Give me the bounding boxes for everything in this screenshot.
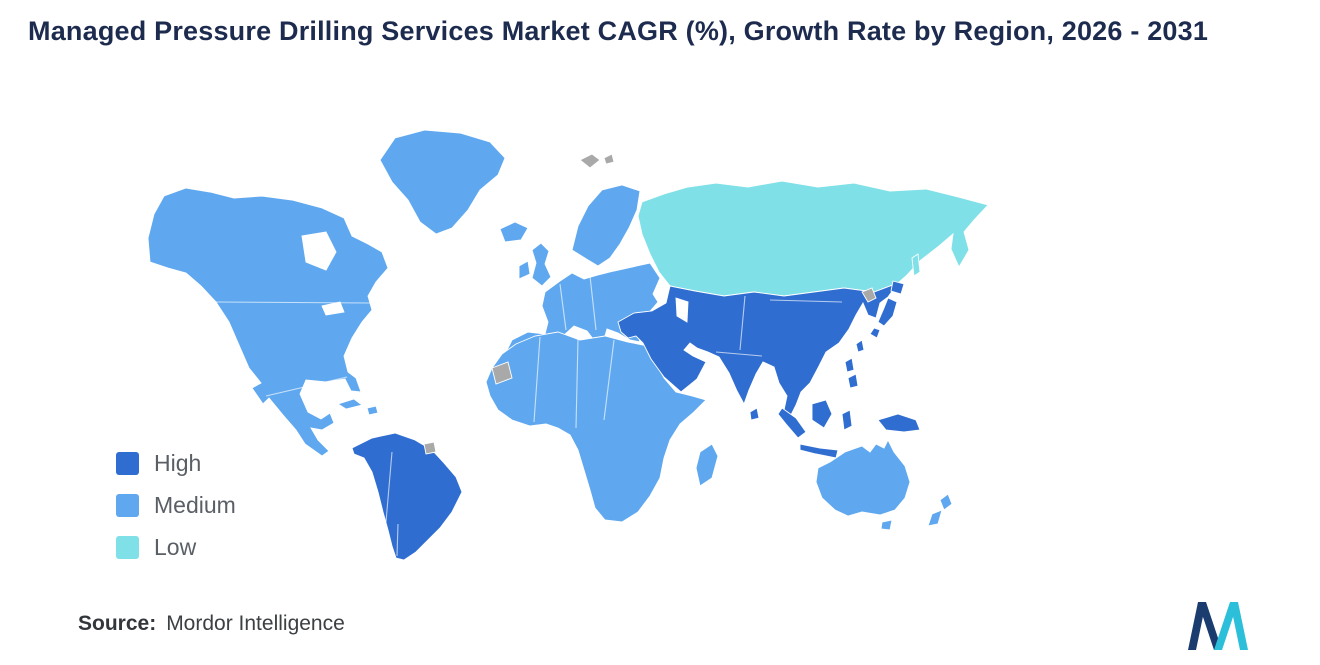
legend-label-low: Low bbox=[154, 534, 197, 560]
legend: High Medium Low bbox=[116, 450, 236, 561]
region-borneo bbox=[811, 399, 833, 429]
region-japan-kyushu bbox=[869, 327, 881, 339]
region-french-guiana bbox=[423, 441, 437, 455]
region-russia bbox=[637, 180, 989, 297]
region-japan-hokkaido bbox=[890, 280, 905, 295]
region-japan-honshu bbox=[877, 297, 898, 327]
legend-swatch-low bbox=[116, 536, 139, 559]
region-united-kingdom bbox=[531, 242, 552, 287]
region-madagascar bbox=[695, 443, 719, 487]
logo-stroke-3 bbox=[1214, 602, 1238, 650]
region-sri-lanka bbox=[749, 407, 760, 421]
legend-item-low: Low bbox=[116, 534, 236, 561]
region-taiwan bbox=[855, 339, 865, 353]
legend-label-high: High bbox=[154, 450, 202, 476]
region-sakhalin bbox=[911, 253, 921, 277]
region-north-korea bbox=[861, 287, 877, 303]
legend-label-medium: Medium bbox=[154, 492, 236, 518]
logo-stroke-4 bbox=[1230, 602, 1248, 650]
country-border-lines bbox=[215, 275, 843, 557]
region-svalbard-east bbox=[603, 153, 615, 165]
region-svalbard bbox=[579, 153, 601, 169]
region-western-sahara bbox=[491, 361, 513, 385]
region-tasmania bbox=[880, 519, 893, 531]
region-cuba bbox=[336, 398, 364, 410]
region-australia bbox=[815, 438, 911, 517]
region-north-america bbox=[147, 187, 389, 457]
region-new-zealand-south bbox=[927, 509, 943, 527]
region-greenland bbox=[379, 129, 506, 235]
region-sulawesi bbox=[841, 409, 853, 431]
legend-item-high: High bbox=[116, 450, 236, 477]
legend-swatch-high bbox=[116, 452, 139, 475]
region-new-zealand-north bbox=[939, 493, 953, 511]
logo-stroke-1 bbox=[1188, 602, 1206, 650]
page-title: Managed Pressure Drilling Services Marke… bbox=[28, 16, 1209, 46]
region-iceland bbox=[499, 221, 529, 243]
region-philippines-north bbox=[844, 357, 855, 373]
region-ireland bbox=[518, 260, 531, 280]
region-sumatra bbox=[777, 407, 807, 439]
region-south-america bbox=[351, 432, 463, 561]
legend-swatch-medium bbox=[116, 494, 139, 517]
region-hispaniola bbox=[366, 405, 379, 416]
region-java bbox=[799, 443, 839, 459]
source-value: Mordor Intelligence bbox=[166, 612, 345, 635]
region-scandinavia bbox=[571, 184, 641, 267]
region-new-guinea bbox=[877, 413, 921, 433]
region-philippines-south bbox=[847, 373, 859, 389]
logo-stroke-2 bbox=[1198, 602, 1222, 650]
mordor-intelligence-logo bbox=[1188, 602, 1248, 650]
source-line: Source: Mordor Intelligence bbox=[78, 612, 345, 636]
source-label: Source: bbox=[78, 612, 157, 635]
legend-item-medium: Medium bbox=[116, 492, 236, 519]
